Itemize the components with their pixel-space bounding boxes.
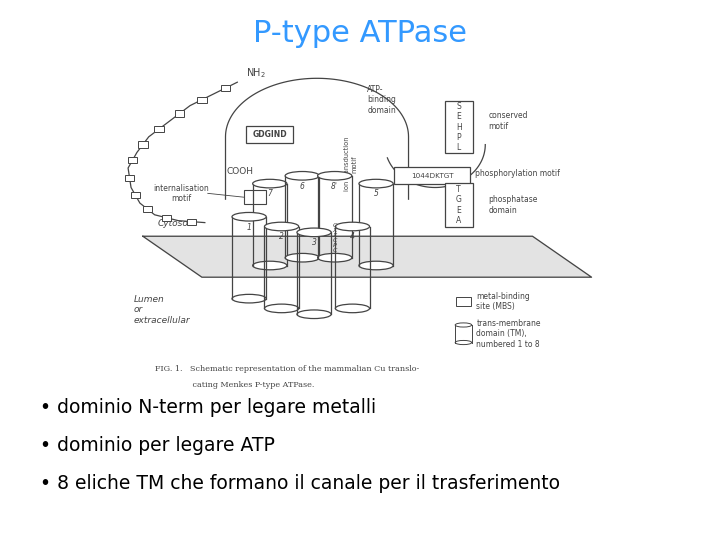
Bar (131, 192, 140, 198)
Text: ion transduction
motif: ion transduction motif (344, 137, 357, 191)
Ellipse shape (253, 179, 287, 188)
FancyBboxPatch shape (444, 183, 473, 227)
Ellipse shape (359, 261, 393, 270)
Bar (221, 85, 230, 91)
Text: T
G
E
A: T G E A (456, 185, 462, 225)
Ellipse shape (297, 228, 331, 237)
Text: Lumen
or
extracellular: Lumen or extracellular (134, 295, 191, 325)
Bar (127, 157, 138, 163)
Bar (138, 141, 148, 148)
Text: GDGIND: GDGIND (253, 130, 287, 139)
Bar (244, 190, 266, 204)
Ellipse shape (232, 212, 266, 221)
Text: 5: 5 (374, 190, 379, 199)
Text: • 8 eliche TM che formano il canale per il trasferimento: • 8 eliche TM che formano il canale per … (40, 474, 559, 493)
Text: ATP-
binding
domain: ATP- binding domain (367, 85, 396, 114)
Text: 1: 1 (247, 222, 251, 232)
Text: 6: 6 (300, 181, 305, 191)
Ellipse shape (318, 253, 352, 262)
Text: metal-binding
site (MBS): metal-binding site (MBS) (477, 292, 530, 311)
Ellipse shape (264, 222, 299, 231)
Text: trans-membrane
domain (TM),
numbered 1 to 8: trans-membrane domain (TM), numbered 1 t… (477, 319, 541, 349)
Bar (186, 219, 197, 225)
Bar (125, 174, 135, 181)
Text: COOH: COOH (227, 167, 253, 177)
FancyBboxPatch shape (395, 167, 470, 184)
Text: • dominio N-term per legare metalli: • dominio N-term per legare metalli (40, 398, 376, 417)
Ellipse shape (336, 222, 369, 231)
Ellipse shape (264, 304, 299, 313)
Text: 4: 4 (350, 232, 355, 241)
Text: NH$_2$: NH$_2$ (246, 66, 266, 80)
Text: FIG. 1.   Schematic representation of the mammalian Cu translo-: FIG. 1. Schematic representation of the … (155, 365, 419, 373)
Ellipse shape (455, 340, 472, 345)
Ellipse shape (253, 261, 287, 270)
Ellipse shape (318, 172, 352, 180)
Ellipse shape (285, 172, 320, 180)
Text: P-type ATPase: P-type ATPase (253, 19, 467, 48)
Text: S
E
H
P
L: S E H P L (456, 102, 462, 152)
Bar (456, 296, 471, 306)
Ellipse shape (297, 310, 331, 319)
Ellipse shape (285, 253, 320, 262)
Bar (197, 97, 207, 103)
Polygon shape (143, 237, 592, 277)
FancyBboxPatch shape (444, 101, 473, 153)
Text: 7: 7 (267, 190, 272, 199)
Text: conserved
motif: conserved motif (488, 111, 528, 131)
Text: phosphorylation motif: phosphorylation motif (474, 170, 559, 178)
Text: cating Menkes P-type ATPase.: cating Menkes P-type ATPase. (155, 381, 314, 389)
Text: C
X
X
C
P
C: C X X C P C (333, 223, 337, 253)
Ellipse shape (359, 179, 393, 188)
Ellipse shape (232, 294, 266, 303)
Bar (143, 206, 152, 212)
Ellipse shape (455, 323, 472, 327)
Text: Cytosol: Cytosol (158, 219, 191, 228)
Text: phosphatase
domain: phosphatase domain (488, 195, 538, 215)
Text: 3: 3 (312, 238, 317, 247)
Ellipse shape (336, 304, 369, 313)
FancyBboxPatch shape (246, 126, 294, 144)
Bar (175, 110, 184, 117)
Text: 1044DKTGT: 1044DKTGT (411, 173, 454, 179)
Bar (162, 214, 171, 221)
Text: 2: 2 (279, 232, 284, 241)
Bar (154, 126, 164, 132)
Text: internalisation
motif: internalisation motif (153, 184, 209, 203)
Text: 8': 8' (331, 181, 338, 191)
Text: • dominio per legare ATP: • dominio per legare ATP (40, 436, 274, 455)
